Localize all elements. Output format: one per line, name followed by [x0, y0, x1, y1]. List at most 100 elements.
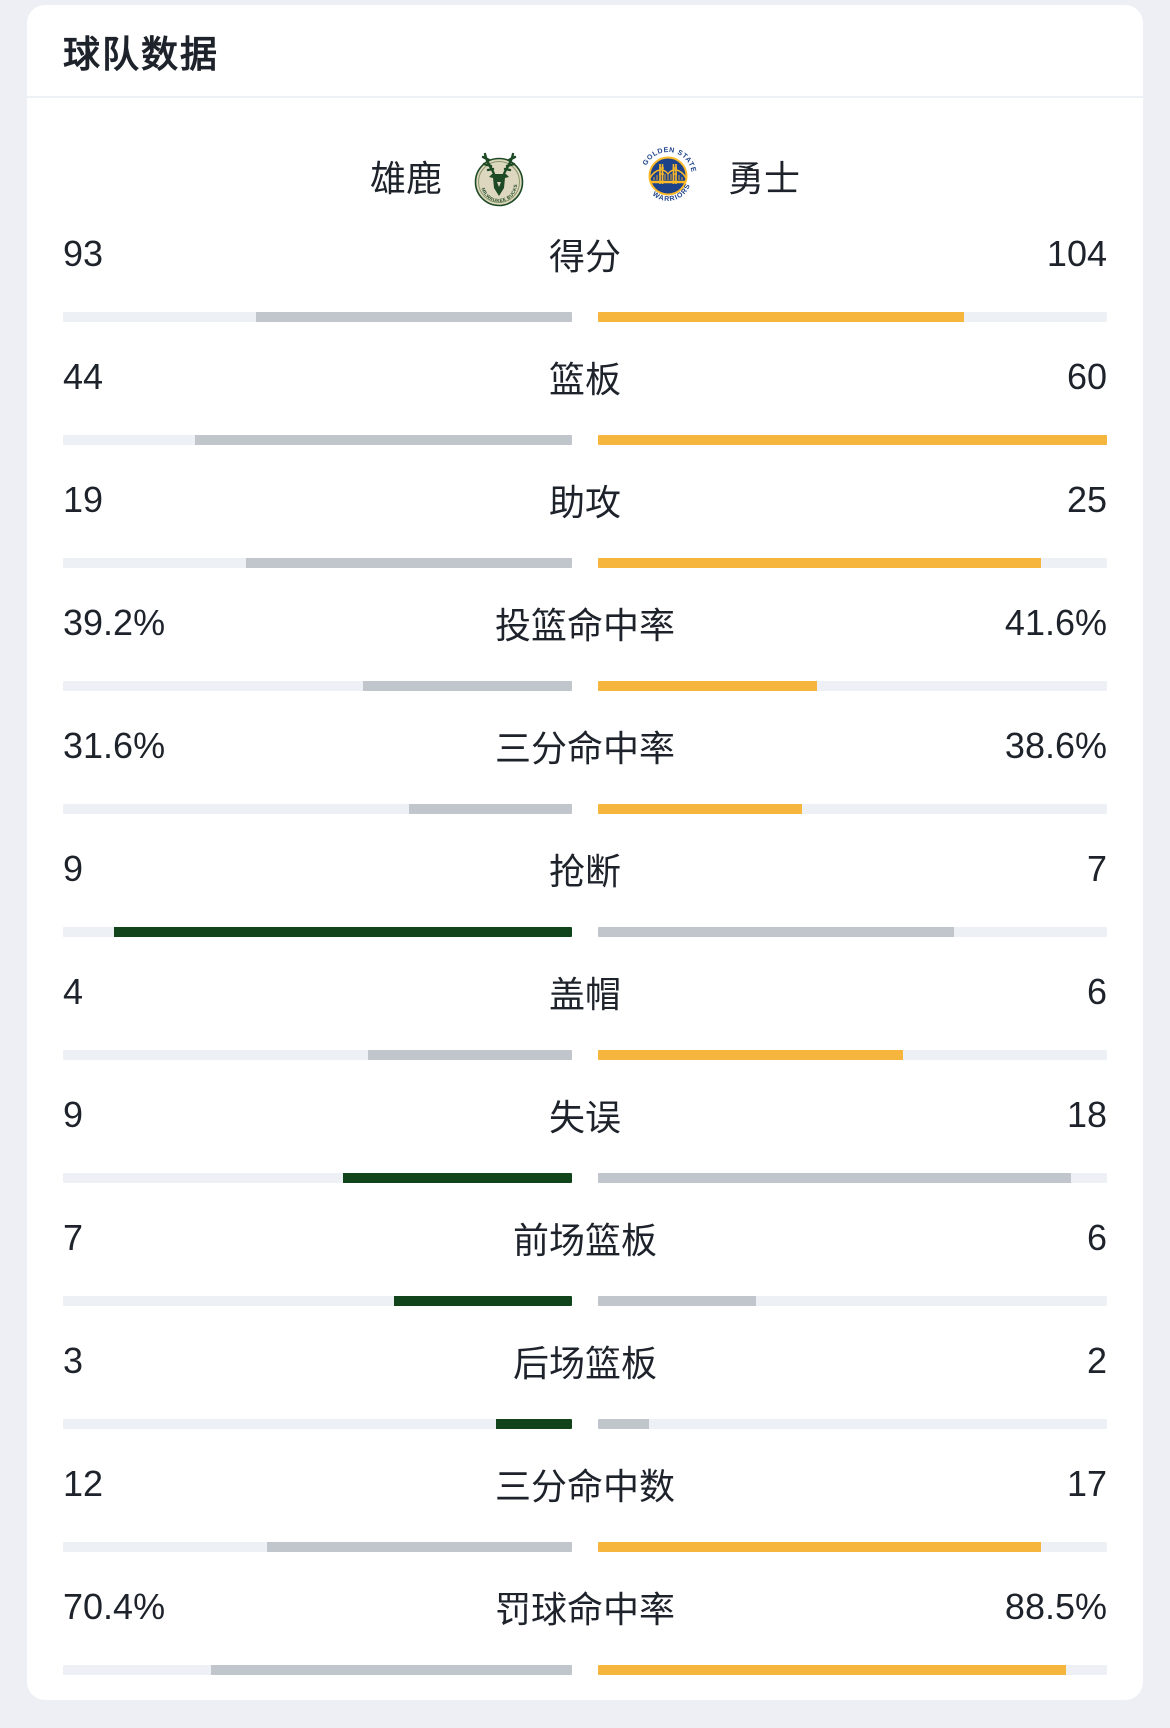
home-stat-bar-fill [363, 681, 572, 691]
away-stat-bar-fill [598, 1050, 904, 1060]
home-stat-bar [63, 804, 572, 814]
home-stat-bar-fill [368, 1050, 572, 1060]
stat-bars [63, 1665, 1107, 1675]
away-stat-bar [598, 804, 1107, 814]
stat-row: 44 篮板 60 [63, 355, 1107, 445]
away-stat-bar-fill [598, 312, 965, 322]
stat-bars [63, 435, 1107, 445]
away-value: 7 [1086, 848, 1107, 889]
stat-bars [63, 927, 1107, 937]
page-title: 球队数据 [63, 33, 219, 75]
away-stat-bar [598, 1050, 1107, 1060]
stat-label: 投篮命中率 [494, 605, 676, 646]
home-stat-bar-fill [495, 1419, 572, 1429]
away-team-name: 勇士 [728, 158, 801, 199]
home-stat-bar [63, 312, 572, 322]
stat-label: 后场篮板 [512, 1343, 658, 1384]
stat-labels: 4 盖帽 6 [63, 970, 1107, 1015]
stat-bars [63, 312, 1107, 322]
stat-label: 篮板 [548, 359, 622, 400]
home-stat-bar [63, 1419, 572, 1429]
stat-label: 三分命中数 [494, 1466, 676, 1507]
stat-bars [63, 804, 1107, 814]
stat-labels: 9 抢断 7 [63, 847, 1107, 892]
home-stat-bar-fill [195, 435, 572, 445]
away-value: 18 [1066, 1094, 1107, 1135]
stat-label: 盖帽 [548, 974, 622, 1015]
away-stat-bar [598, 558, 1107, 568]
home-value: 19 [63, 479, 104, 520]
team-header: 雄鹿 [27, 128, 1143, 224]
away-stat-bar [598, 1296, 1107, 1306]
away-value: 6 [1086, 1217, 1107, 1258]
away-stat-bar [598, 927, 1107, 937]
stat-row: 93 得分 104 [63, 232, 1107, 322]
away-stat-bar-fill [598, 681, 817, 691]
stat-bars [63, 1296, 1107, 1306]
away-value: 6 [1086, 971, 1107, 1012]
stat-label: 罚球命中率 [494, 1589, 676, 1630]
home-stat-bar-fill [393, 1296, 572, 1306]
stat-bars [63, 1050, 1107, 1060]
away-stat-bar [598, 1173, 1107, 1183]
stat-labels: 44 篮板 60 [63, 355, 1107, 400]
home-stat-bar [63, 1173, 572, 1183]
card-header: 球队数据 [27, 5, 1143, 98]
home-stat-bar-fill [113, 927, 572, 937]
stat-row: 19 助攻 25 [63, 478, 1107, 568]
home-stat-bar-fill [210, 1665, 572, 1675]
home-value: 44 [63, 356, 104, 397]
home-team-name: 雄鹿 [369, 158, 442, 199]
away-value: 38.6% [1004, 725, 1107, 766]
away-stat-bar [598, 1665, 1107, 1675]
stat-label: 前场篮板 [512, 1220, 658, 1261]
stat-labels: 9 失误 18 [63, 1093, 1107, 1138]
home-stat-bar-fill [256, 312, 572, 322]
away-value: 60 [1066, 356, 1107, 397]
away-stat-bar-fill [598, 1665, 1067, 1675]
stat-labels: 3 后场篮板 2 [63, 1339, 1107, 1384]
away-value: 2 [1086, 1340, 1107, 1381]
stat-label: 助攻 [548, 482, 622, 523]
away-stat-bar-fill [598, 1542, 1041, 1552]
stat-labels: 93 得分 104 [63, 232, 1107, 277]
home-value: 3 [63, 1340, 84, 1381]
away-stat-bar-fill [598, 558, 1041, 568]
stat-labels: 70.4% 罚球命中率 88.5% [63, 1585, 1107, 1630]
home-value: 31.6% [63, 725, 166, 766]
stat-row: 70.4% 罚球命中率 88.5% [63, 1585, 1107, 1675]
stat-bars [63, 681, 1107, 691]
stat-labels: 7 前场篮板 6 [63, 1216, 1107, 1261]
stat-label: 抢断 [548, 851, 622, 892]
home-stat-bar [63, 681, 572, 691]
home-stat-bar [63, 435, 572, 445]
stat-bars [63, 558, 1107, 568]
home-stat-bar [63, 927, 572, 937]
away-stat-bar [598, 681, 1107, 691]
away-value: 41.6% [1004, 602, 1107, 643]
stat-label: 失误 [548, 1097, 622, 1138]
stat-label: 三分命中率 [494, 728, 676, 769]
home-stat-bar [63, 558, 572, 568]
home-stat-bar-fill [342, 1173, 572, 1183]
stat-bars [63, 1173, 1107, 1183]
away-value: 104 [1046, 233, 1107, 274]
stat-labels: 12 三分命中数 17 [63, 1462, 1107, 1507]
home-stat-bar [63, 1542, 572, 1552]
stat-row: 9 抢断 7 [63, 847, 1107, 937]
stat-label: 得分 [548, 236, 622, 277]
away-stat-bar [598, 1419, 1107, 1429]
home-value: 12 [63, 1463, 104, 1504]
away-stat-bar-fill [598, 1173, 1072, 1183]
away-stat-bar-fill [598, 1296, 756, 1306]
stat-bars [63, 1419, 1107, 1429]
stat-labels: 39.2% 投篮命中率 41.6% [63, 601, 1107, 646]
home-value: 9 [63, 848, 84, 889]
away-stat-bar-fill [598, 1419, 649, 1429]
stat-row: 9 失误 18 [63, 1093, 1107, 1183]
away-stat-bar [598, 312, 1107, 322]
away-value: 25 [1066, 479, 1107, 520]
home-stat-bar-fill [266, 1542, 572, 1552]
home-stat-bar [63, 1050, 572, 1060]
home-value: 70.4% [63, 1586, 166, 1627]
